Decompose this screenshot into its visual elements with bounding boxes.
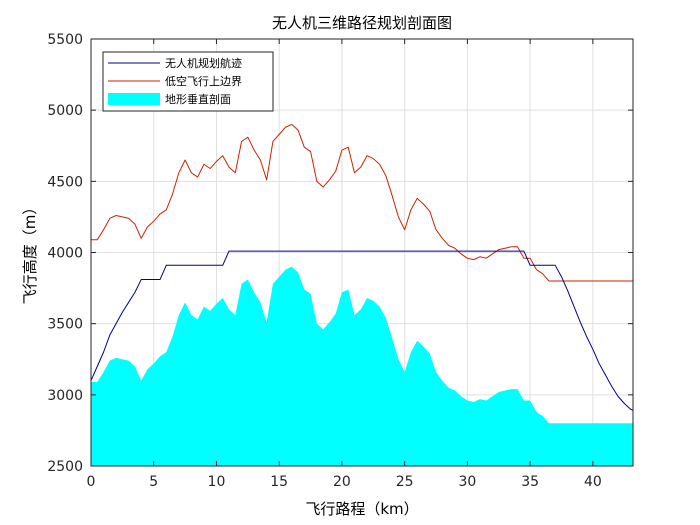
y-axis-label: 飞行高度（m） bbox=[21, 200, 39, 305]
y-tick-label-0: 2500 bbox=[47, 459, 83, 475]
legend-swatch-terrain bbox=[108, 93, 160, 105]
x-tick-label-2: 10 bbox=[208, 474, 226, 490]
y-tick-label-5: 5000 bbox=[47, 103, 83, 119]
x-tick-label-1: 5 bbox=[149, 474, 158, 490]
legend-label-0: 无人机规划航迹 bbox=[165, 56, 242, 70]
x-tick-label-0: 0 bbox=[87, 474, 96, 490]
x-axis-label: 飞行路程（km） bbox=[305, 500, 418, 518]
legend-label-1: 低空飞行上边界 bbox=[165, 74, 242, 88]
y-tick-label-4: 4500 bbox=[47, 174, 83, 190]
x-tick-label-8: 40 bbox=[584, 474, 602, 490]
y-tick-label-3: 4000 bbox=[47, 246, 83, 262]
y-tick-label-6: 5500 bbox=[47, 32, 83, 48]
y-tick-label-2: 3500 bbox=[47, 317, 83, 333]
upper-boundary-line bbox=[91, 123, 633, 282]
flight-path-line bbox=[90, 250, 634, 411]
chart-title: 无人机三维路径规划剖面图 bbox=[272, 14, 452, 32]
terrain-area bbox=[91, 266, 633, 466]
x-tick-label-5: 25 bbox=[396, 474, 414, 490]
x-tick-label-3: 15 bbox=[270, 474, 288, 490]
x-tick-label-6: 30 bbox=[458, 474, 476, 490]
ticks: 0 5 10 15 20 25 30 35 40 2500 3000 3500 4000 4500 5000… bbox=[47, 32, 633, 490]
legend-label-2: 地形垂直剖面 bbox=[165, 92, 231, 106]
y-tick-label-1: 3000 bbox=[47, 388, 83, 404]
x-tick-label-4: 20 bbox=[333, 474, 351, 490]
chart-marks bbox=[90, 123, 634, 466]
x-tick-label-7: 35 bbox=[521, 474, 539, 490]
